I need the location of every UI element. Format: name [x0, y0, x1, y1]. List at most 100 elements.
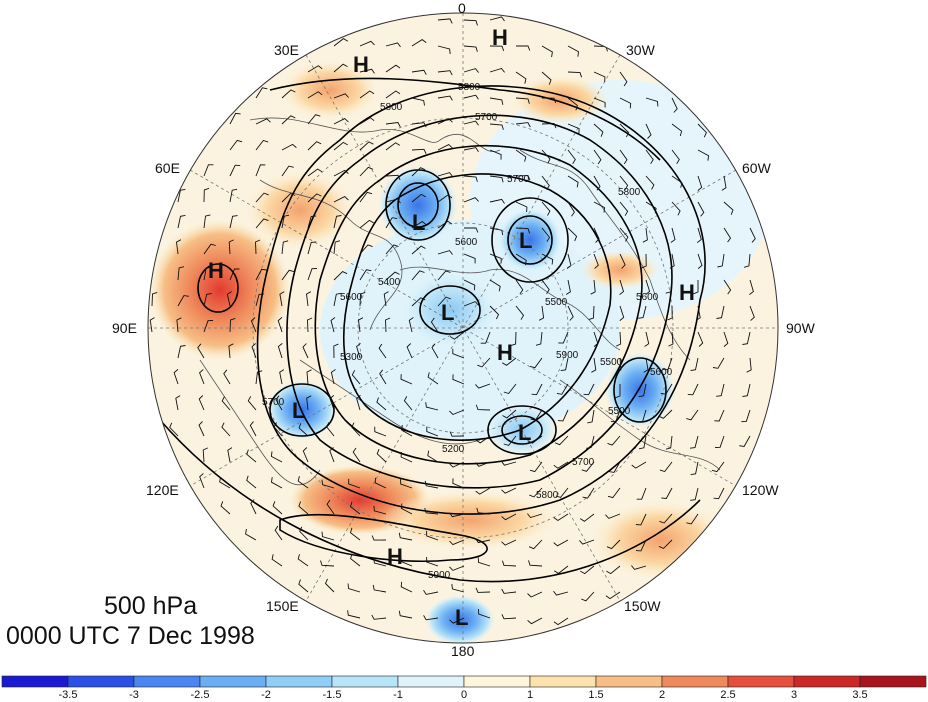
wind-barb: [333, 38, 349, 47]
wind-barb: [697, 227, 702, 243]
wind-barb: [408, 317, 414, 333]
lon-label-60w: 60W: [742, 160, 771, 176]
wind-barb: [619, 227, 629, 242]
wind-barb: [558, 331, 569, 344]
wind-barb: [385, 217, 398, 229]
height-contours: [159, 77, 706, 583]
wind-barbs: [149, 16, 756, 626]
wind-barb: [515, 149, 527, 162]
lon-label-30e: 30E: [274, 42, 299, 58]
wind-barb: [173, 369, 179, 385]
low-marker: L: [518, 420, 531, 445]
wind-barb: [229, 215, 238, 229]
wind-barb: [356, 395, 361, 411]
colorbar-swatch: [397, 675, 465, 688]
wind-barb: [449, 461, 465, 468]
colorbar-swatch: [331, 675, 399, 688]
lon-label-120e: 120E: [146, 482, 179, 498]
wind-barb: [529, 461, 543, 473]
wind-barb: [385, 142, 401, 151]
wind-barb: [567, 175, 579, 188]
wind-barb: [463, 175, 478, 182]
wind-barb: [690, 461, 699, 476]
wind-barb: [411, 193, 426, 203]
wind-barb: [660, 383, 673, 395]
wind-barb: [619, 201, 629, 216]
colorbar-tick-label: -1.5: [322, 689, 342, 701]
wind-barb: [463, 279, 476, 291]
wind-barb: [228, 239, 234, 255]
wind-barb: [515, 305, 525, 320]
wind-barb: [638, 305, 647, 319]
wind-barb: [348, 478, 361, 489]
wind-barb: [501, 460, 517, 466]
wind-barb: [202, 447, 208, 463]
contour-label: 5800: [618, 187, 641, 198]
wind-barb: [427, 372, 439, 385]
wind-barb: [228, 343, 234, 359]
wind-barb: [359, 117, 375, 125]
contour-label: 5600: [636, 292, 659, 303]
wind-barb: [661, 487, 673, 499]
wind-barb: [689, 435, 699, 449]
wind-barb: [302, 343, 309, 359]
wind-barb: [255, 218, 269, 229]
wind-barb: [307, 241, 317, 255]
wind-barb: [529, 487, 543, 498]
wind-barb: [515, 71, 527, 84]
wind-barb: [272, 501, 283, 515]
wind-barb: [199, 473, 205, 489]
wind-barb: [515, 122, 531, 128]
wind-barb: [245, 528, 257, 541]
wind-barb: [385, 174, 401, 181]
wind-barb: [273, 422, 283, 437]
wind-barb: [449, 565, 465, 571]
wind-barb: [351, 422, 361, 437]
wind-barb: [449, 512, 465, 518]
wind-barb: [643, 357, 649, 373]
colorbar-swatch: [1, 675, 69, 688]
wind-barb: [255, 139, 269, 151]
wind-barb: [347, 583, 361, 593]
wind-barb: [437, 220, 453, 229]
lon-label-120w: 120W: [742, 482, 779, 498]
wind-barb: [721, 175, 727, 191]
wind-barb: [255, 370, 263, 385]
wind-barb: [437, 118, 453, 125]
contour-label: 5600: [455, 237, 478, 248]
wind-barb: [246, 475, 257, 489]
wind-barb: [475, 435, 491, 444]
wind-barb: [606, 539, 621, 550]
wind-barb: [502, 409, 517, 419]
wind-barb: [307, 215, 317, 229]
wind-barb: [697, 331, 704, 347]
wind-barb: [501, 513, 517, 521]
wind-barb: [658, 409, 673, 419]
wind-barb: [255, 192, 269, 203]
colorbar-swatch: [67, 675, 135, 688]
wind-barb: [527, 617, 543, 625]
wind-barb: [717, 253, 725, 268]
wind-barb: [489, 67, 505, 73]
lon-label-180: 180: [451, 643, 475, 659]
wind-barb: [359, 166, 374, 177]
wind-barb: [333, 63, 348, 73]
wind-barb: [593, 227, 600, 243]
wind-barb: [371, 614, 387, 620]
wind-barb: [476, 507, 491, 515]
wind-barb: [411, 148, 427, 154]
wind-barb: [177, 345, 186, 359]
wind-barb: [350, 553, 361, 567]
wind-barb: [581, 461, 595, 472]
wind-barb: [528, 560, 543, 567]
wind-barb: [590, 279, 596, 295]
wind-barb: [554, 435, 569, 446]
wind-barb: [619, 253, 626, 269]
wind-barb: [271, 554, 283, 567]
wind-barb: [330, 369, 336, 385]
wind-barb: [475, 587, 491, 593]
wind-barb: [437, 250, 453, 255]
wind-barb: [255, 164, 266, 177]
wind-barb: [426, 530, 439, 541]
wind-barb: [247, 396, 257, 411]
